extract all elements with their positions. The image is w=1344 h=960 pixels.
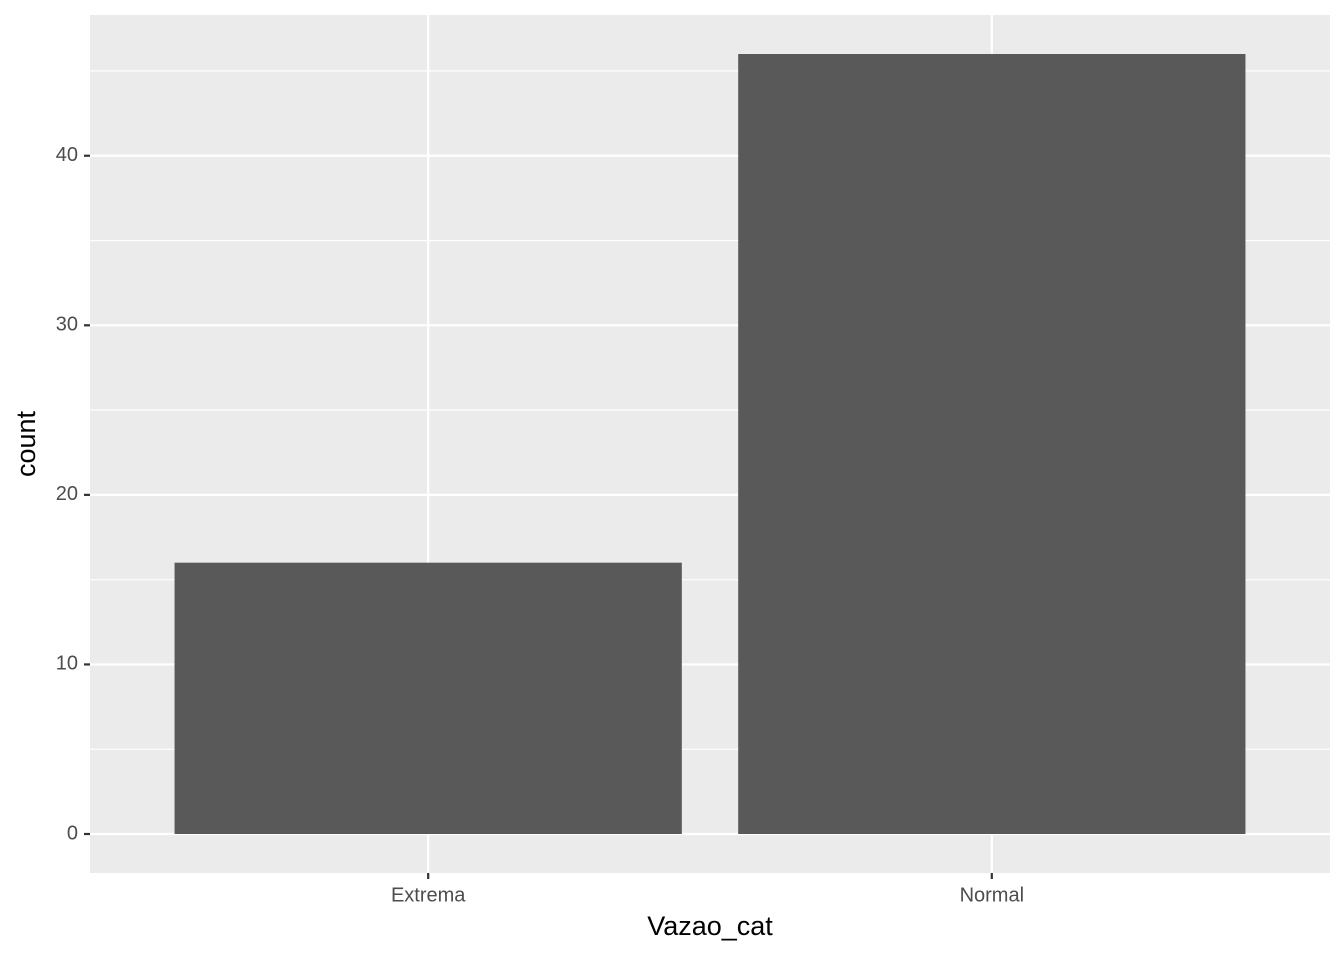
bar <box>174 562 682 834</box>
y-tick-label: 30 <box>56 314 78 336</box>
x-tick-label: Normal <box>960 884 1024 906</box>
bar <box>738 54 1246 834</box>
x-axis-title: Vazao_cat <box>647 911 773 941</box>
y-axis-title: count <box>11 410 41 477</box>
y-tick-label: 40 <box>56 144 78 166</box>
y-tick-label: 10 <box>56 653 78 675</box>
y-tick-label: 0 <box>67 822 78 844</box>
x-tick-label: Extrema <box>391 884 466 906</box>
y-tick-label: 20 <box>56 483 78 505</box>
